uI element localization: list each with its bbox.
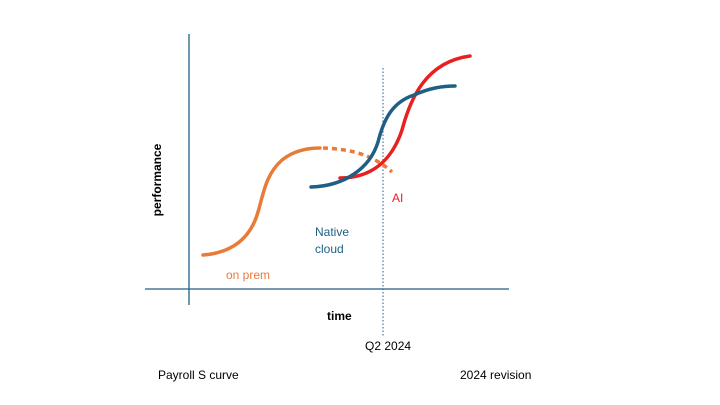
on-prem-curve-projection: [322, 146, 394, 174]
footer-revision: 2024 revision: [460, 368, 532, 382]
native-cloud-label-line-2: cloud: [315, 242, 344, 256]
q2-2024-marker-label: Q2 2024: [365, 339, 412, 353]
native-cloud-label: Native cloud: [315, 224, 349, 258]
native-cloud-curve: [309, 84, 457, 189]
ai-curve: [338, 54, 472, 180]
on-prem-curve: [201, 146, 322, 257]
footer-title: Payroll S curve: [158, 368, 239, 382]
native-cloud-label-line-1: Native: [315, 225, 350, 239]
on-prem-label: on prem: [226, 268, 271, 282]
x-axis-label: time: [327, 309, 352, 323]
y-axis-label: performance: [150, 143, 164, 217]
ai-label: AI: [392, 191, 404, 205]
